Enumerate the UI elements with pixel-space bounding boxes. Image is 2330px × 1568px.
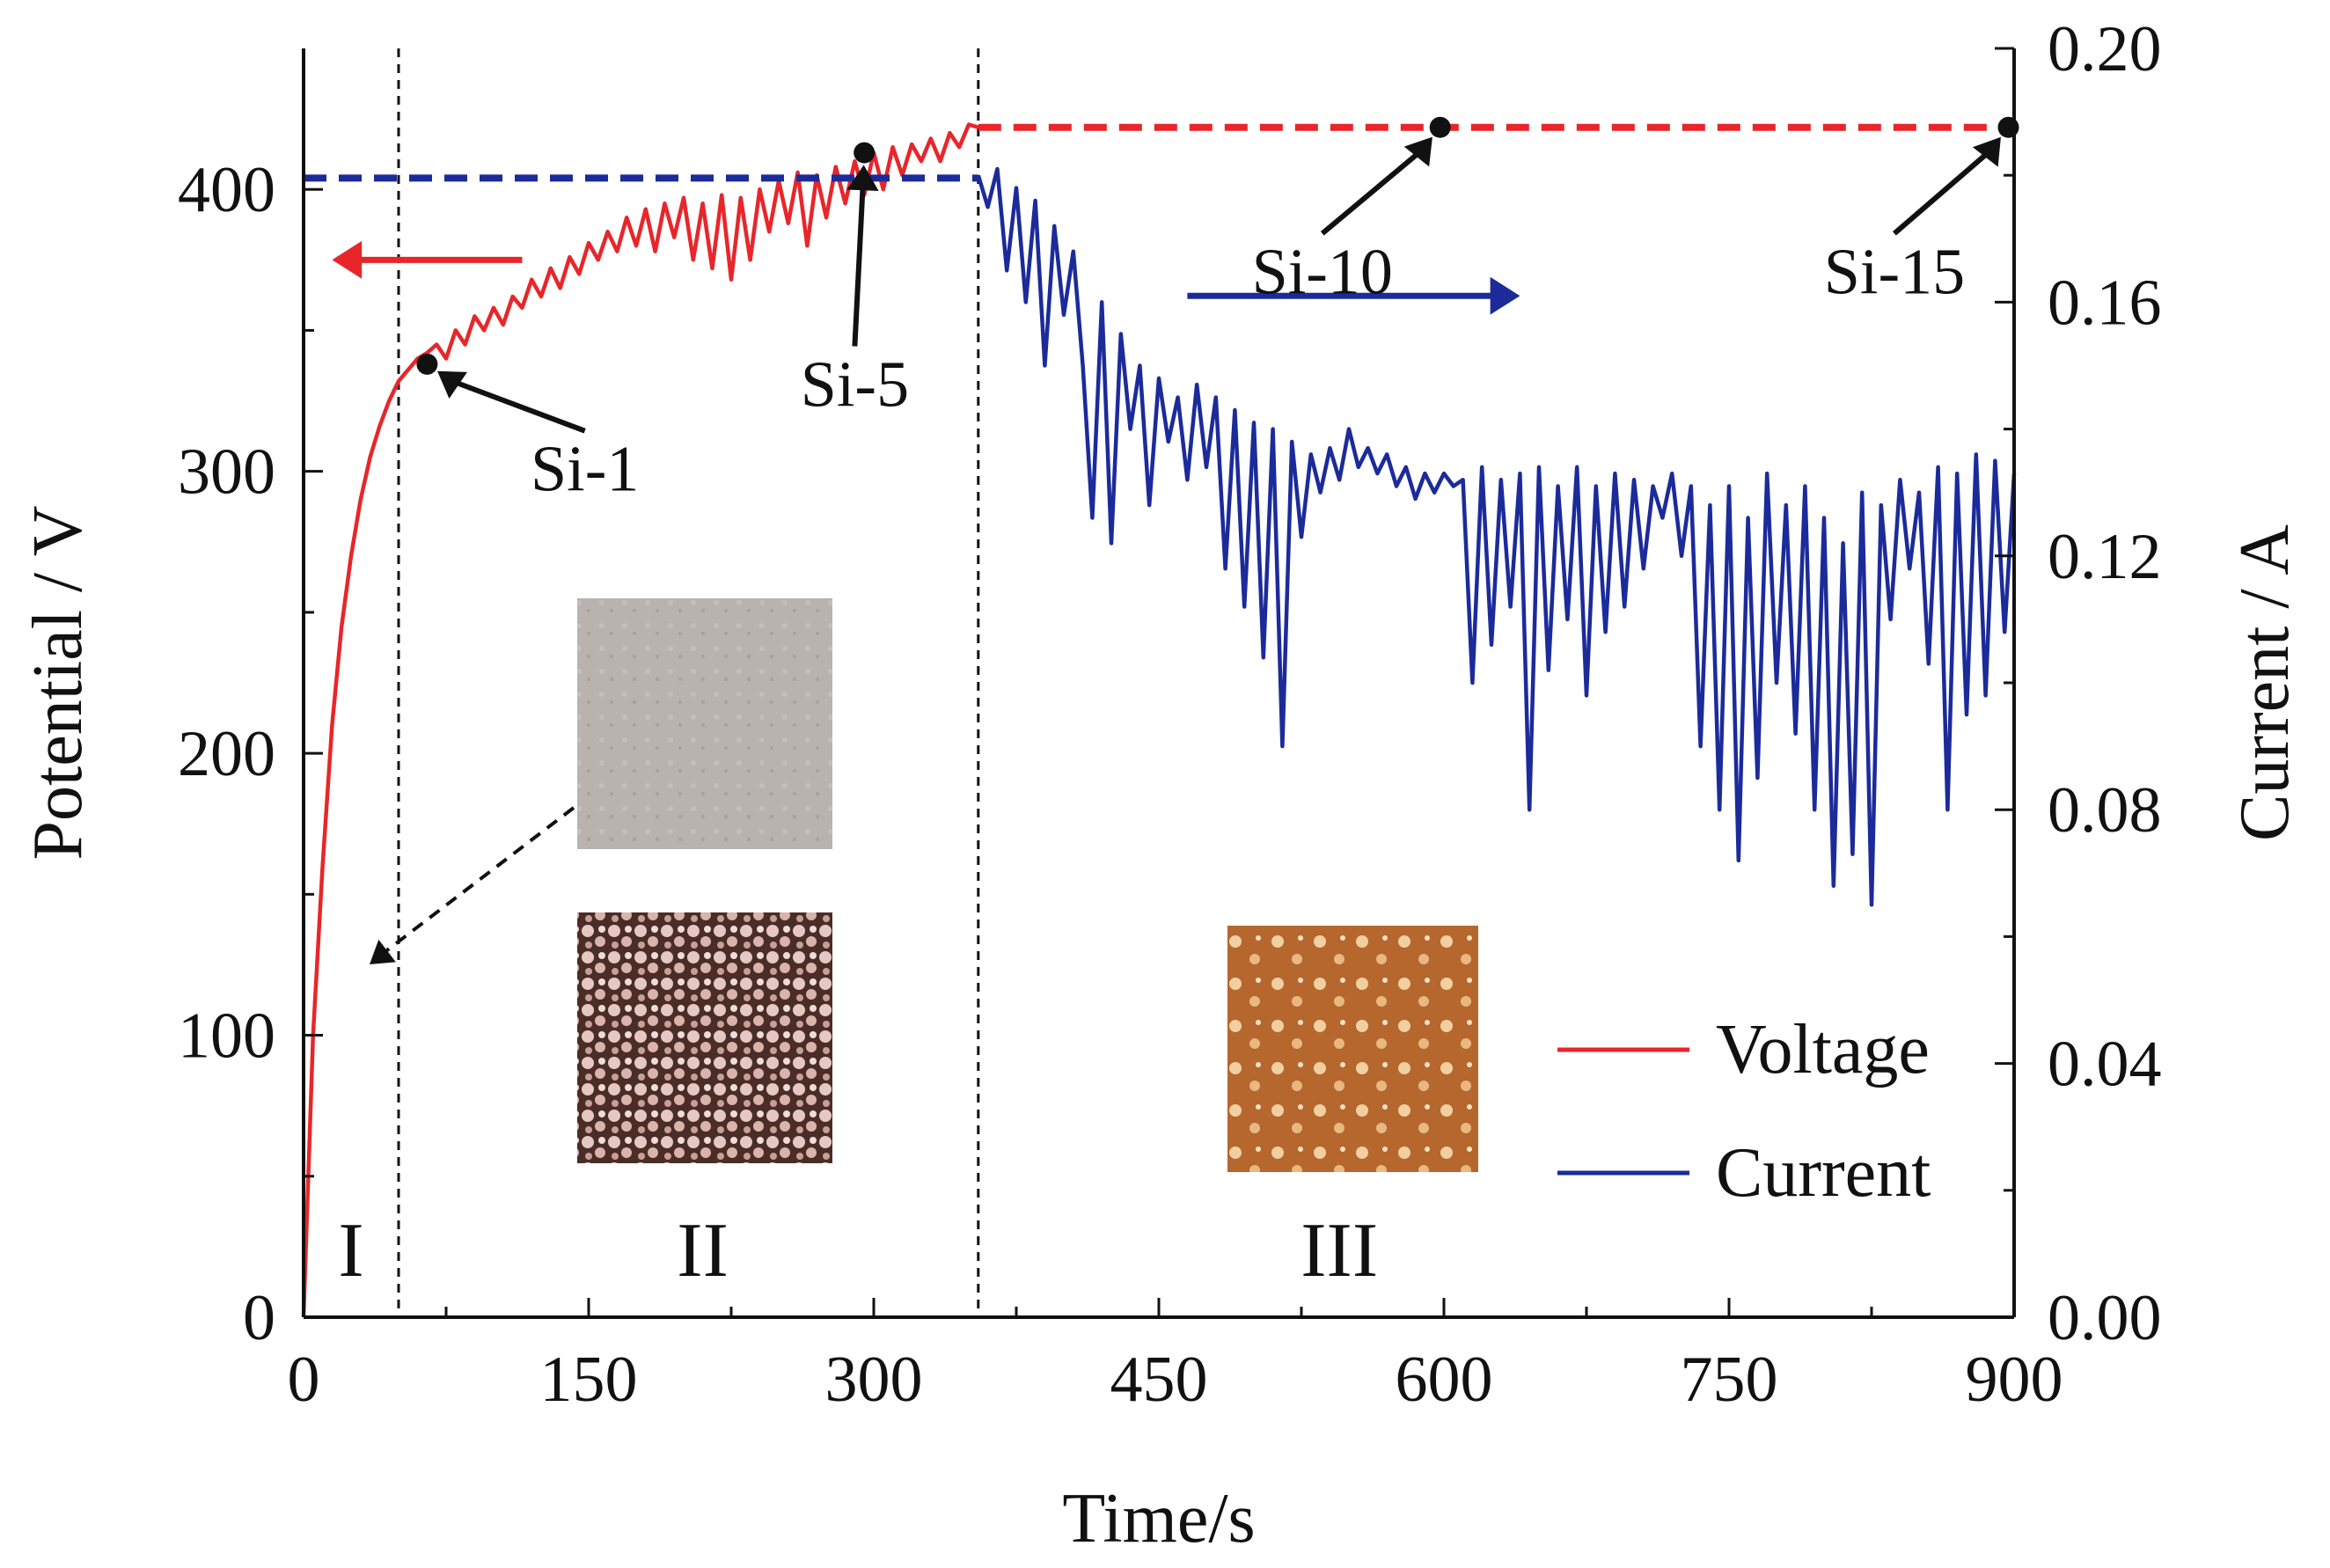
annotation-si-10-marker xyxy=(1429,116,1451,138)
right-y-tick-label: 0.08 xyxy=(2048,774,2162,846)
x-tick-label: 450 xyxy=(1110,1344,1208,1416)
legend-label-voltage: Voltage xyxy=(1716,1011,1930,1088)
x-tick-label: 750 xyxy=(1681,1344,1778,1416)
annotation-si-10-arrow xyxy=(1320,148,1424,236)
left-y-axis-title: Potential / V xyxy=(19,506,97,861)
axis-direction-arrowhead-2 xyxy=(1490,276,1520,315)
x-tick-label: 150 xyxy=(540,1344,638,1416)
sample-image-region-ii xyxy=(577,912,832,1163)
annotation-si-5-label: Si-5 xyxy=(801,349,909,421)
annotation-si-15-label: Si-15 xyxy=(1824,236,1965,308)
region-label-1: I xyxy=(338,1208,363,1293)
annotation-si-1-arrowhead xyxy=(436,370,467,399)
annotation-si-15-arrowhead xyxy=(1972,136,2001,167)
x-axis-title: Time/s xyxy=(1062,1480,1255,1557)
x-tick-label: 0 xyxy=(288,1344,320,1416)
right-y-tick-label: 0.20 xyxy=(2048,13,2162,85)
annotation-si-5-arrowhead xyxy=(846,165,879,191)
annotation-si-1-label: Si-1 xyxy=(531,434,639,506)
x-tick-label: 900 xyxy=(1966,1344,2063,1416)
axis-direction-arrowhead-1 xyxy=(332,240,363,279)
annotation-si-10-label: Si-10 xyxy=(1252,236,1393,308)
right-y-tick-label: 0.04 xyxy=(2048,1029,2162,1101)
right-y-tick-label: 0.12 xyxy=(2048,521,2162,593)
left-y-tick-label: 0 xyxy=(243,1282,275,1354)
right-y-axis-title: Current / A xyxy=(2226,524,2304,841)
annotation-si-5-arrow xyxy=(852,182,866,347)
region-label-3: III xyxy=(1301,1208,1378,1293)
annotation-si-1-marker xyxy=(416,353,438,375)
legend-label-current: Current xyxy=(1716,1134,1931,1212)
left-y-tick-label: 400 xyxy=(178,154,275,226)
annotation-si-5-marker xyxy=(854,142,876,164)
left-y-tick-label: 200 xyxy=(178,718,275,790)
annotation-si-1-arrow xyxy=(451,378,586,434)
left-y-tick-label: 300 xyxy=(178,436,275,509)
right-y-tick-label: 0.16 xyxy=(2048,267,2162,339)
inset-pointer-line xyxy=(378,806,575,957)
annotation-si-10-arrowhead xyxy=(1403,136,1432,167)
x-tick-label: 300 xyxy=(825,1344,923,1416)
sample-image-region-i xyxy=(577,598,832,849)
sample-image-region-iii xyxy=(1227,926,1478,1172)
series-current-line xyxy=(976,166,2017,907)
right-y-tick-label: 0.00 xyxy=(2048,1282,2162,1354)
annotation-si-15-arrow xyxy=(1892,149,1992,236)
left-y-tick-label: 100 xyxy=(178,1000,275,1073)
inset-pointer-arrowhead xyxy=(370,939,396,964)
x-tick-label: 600 xyxy=(1396,1344,1493,1416)
region-label-2: II xyxy=(677,1208,729,1293)
